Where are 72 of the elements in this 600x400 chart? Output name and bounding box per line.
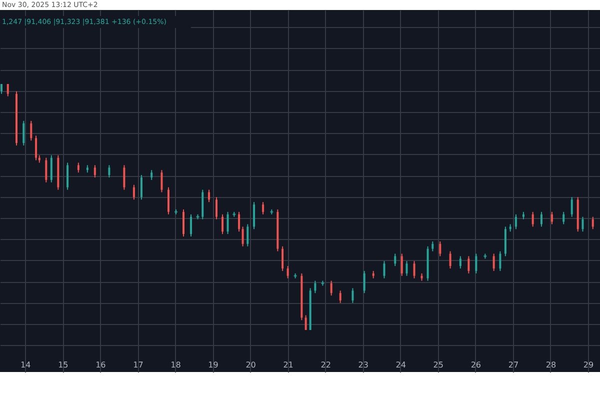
x-tick-label: 27 — [508, 360, 519, 370]
candlestick — [108, 164, 110, 178]
x-tick-label: 19 — [208, 360, 218, 370]
candlestick — [286, 266, 289, 279]
candlestick — [352, 288, 354, 304]
x-tick-label: 17 — [133, 360, 144, 370]
candlestick — [514, 214, 517, 230]
candlestick — [406, 260, 408, 276]
candlestick — [190, 214, 192, 238]
candlestick — [432, 240, 434, 252]
candlestick — [222, 214, 224, 235]
x-tick-label: 22 — [320, 360, 331, 370]
candlestick — [226, 211, 229, 235]
candlestick — [216, 196, 218, 220]
candlestick — [238, 211, 240, 232]
candlestick — [394, 253, 396, 267]
candlestick — [246, 224, 249, 247]
candlestick — [492, 253, 495, 272]
candlestick — [262, 202, 264, 215]
candlestick — [66, 162, 69, 190]
x-tick-label: 14 — [20, 360, 31, 370]
candlestick — [439, 240, 442, 257]
candlestick — [550, 211, 553, 225]
candlestick — [50, 154, 52, 183]
x-tick-label: 23 — [358, 360, 368, 370]
candlestick — [150, 170, 153, 180]
candlestick — [160, 170, 163, 193]
candlestick — [140, 174, 142, 200]
candlestick — [253, 202, 256, 230]
candlestick — [468, 256, 470, 274]
candlestick — [94, 164, 96, 178]
candlestick — [35, 135, 38, 161]
candlestick — [540, 211, 542, 228]
x-tick-label: 18 — [170, 360, 181, 370]
x-tick-label: 26 — [470, 360, 482, 370]
candlestick — [30, 120, 32, 142]
candlestick — [499, 250, 502, 272]
candlestick — [182, 208, 184, 238]
candlestick — [383, 260, 386, 279]
candlestick — [570, 196, 573, 218]
candlestick — [339, 290, 342, 304]
candlestick — [282, 246, 284, 272]
candlestick — [45, 157, 48, 183]
x-tick-label: 29 — [583, 360, 594, 370]
candlestick — [314, 280, 316, 294]
candlestick — [459, 256, 462, 269]
candlestick — [6, 83, 9, 97]
x-tick-label: 16 — [96, 360, 106, 370]
x-tick-label: 21 — [283, 360, 294, 370]
candlestick — [413, 260, 416, 279]
candlestick — [22, 120, 25, 146]
x-tick-label: 25 — [433, 360, 444, 370]
x-tick-label: 24 — [396, 360, 406, 370]
candlestick — [562, 211, 565, 225]
candlestick — [77, 162, 80, 174]
candlestick — [532, 211, 534, 228]
candlestick — [582, 216, 584, 232]
candlestick — [304, 314, 307, 330]
x-tick-label: 28 — [546, 360, 556, 370]
candlestick — [330, 280, 332, 296]
candlestick — [208, 189, 210, 203]
candlestick — [592, 216, 594, 230]
candlestick — [132, 184, 135, 200]
x-tick-label: 20 — [246, 360, 256, 370]
candlestick — [363, 270, 366, 294]
candlestick — [123, 164, 126, 190]
candlestick — [400, 253, 403, 276]
candlestick — [449, 250, 452, 269]
x-tick-label: 15 — [58, 360, 68, 370]
candlestick — [167, 186, 170, 215]
candlestick — [475, 253, 478, 274]
candlestick — [242, 226, 244, 247]
